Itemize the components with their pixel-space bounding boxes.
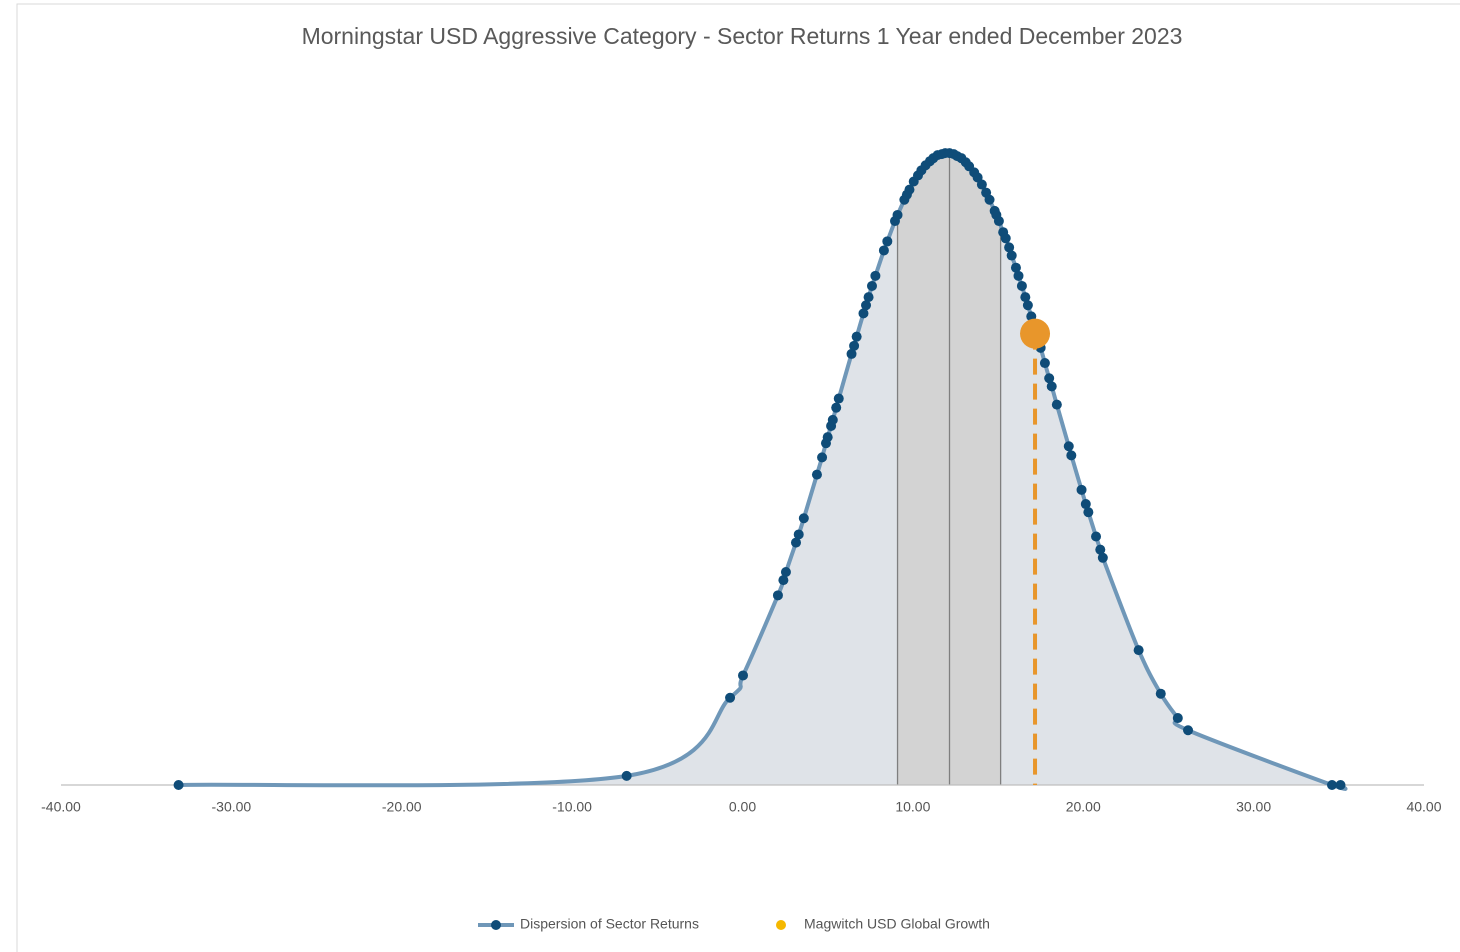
point (798, 513, 809, 524)
x-tick-label: -40.00 (41, 799, 81, 815)
area (178, 152, 1346, 790)
chart-frame (16, 3, 1460, 952)
point (878, 245, 889, 256)
point (1010, 262, 1021, 273)
point (993, 216, 1004, 227)
point (866, 280, 877, 291)
point (858, 308, 869, 319)
x-tick-label: -10.00 (552, 799, 592, 815)
point (846, 348, 857, 359)
point (1095, 544, 1106, 555)
chart-title: Morningstar USD Aggressive Category - Se… (302, 23, 1183, 49)
point (1066, 450, 1077, 461)
point (1044, 373, 1055, 384)
x-tick-label: -30.00 (212, 799, 252, 815)
point (1155, 688, 1166, 699)
point (772, 590, 783, 601)
point (863, 292, 874, 303)
point (1091, 531, 1102, 542)
point (904, 184, 915, 195)
point (1051, 399, 1062, 410)
x-tick-label: 30.00 (1236, 799, 1271, 815)
point (1076, 484, 1087, 495)
point (861, 300, 872, 311)
point (793, 529, 804, 540)
point (827, 414, 838, 425)
point (1006, 250, 1017, 261)
point (882, 236, 893, 247)
point (811, 469, 822, 480)
point (1335, 780, 1346, 790)
point (1097, 552, 1108, 563)
point (892, 209, 903, 220)
point (173, 780, 184, 790)
point (790, 537, 801, 548)
point (725, 692, 736, 703)
point (1083, 507, 1094, 518)
point (1046, 381, 1057, 392)
point (1020, 292, 1031, 303)
legend-label: Magwitch USD Global Growth (804, 916, 990, 932)
point (1013, 270, 1024, 281)
point (1326, 780, 1337, 790)
x-tick-label: 0.00 (729, 799, 756, 815)
point (851, 331, 862, 342)
x-tick-label: 10.00 (895, 799, 930, 815)
x-tick-label: -20.00 (382, 799, 422, 815)
point (738, 670, 749, 681)
point (1063, 441, 1074, 452)
point (1016, 280, 1027, 291)
point (1172, 713, 1183, 724)
point (1183, 725, 1194, 736)
point (1133, 645, 1144, 656)
point (1004, 242, 1015, 253)
legend-swatch-marker (776, 920, 786, 930)
point (1039, 358, 1050, 369)
point (1080, 499, 1091, 510)
point (849, 340, 860, 351)
point (780, 567, 791, 577)
point (822, 432, 833, 443)
point (870, 270, 881, 281)
point (976, 179, 987, 190)
point (817, 452, 828, 463)
point (1022, 300, 1033, 311)
x-tick-label: 20.00 (1066, 799, 1101, 815)
highlight-point (1020, 318, 1051, 349)
point (621, 770, 632, 781)
legend-swatch-marker (491, 920, 501, 930)
point (831, 402, 842, 413)
x-tick-label: 40.00 (1406, 799, 1441, 815)
point (1000, 233, 1011, 244)
point (778, 575, 789, 586)
point (833, 393, 844, 404)
legend-label: Dispersion of Sector Returns (520, 916, 699, 932)
point (984, 194, 995, 205)
